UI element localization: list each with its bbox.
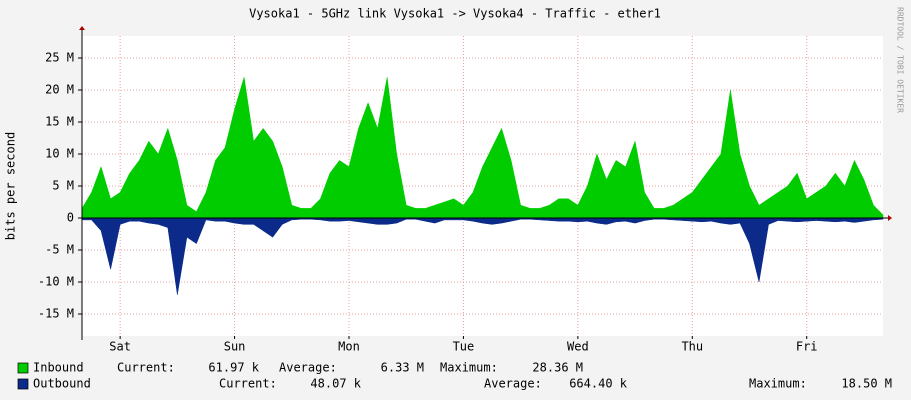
x-tick-label: Tue (453, 340, 475, 354)
y-tick-label: 10 M (45, 147, 74, 161)
axes: -15 M -10 M -5 M 0 5 M 10 M 15 M 20 M 25 M Sat Sun… (38, 26, 892, 354)
legend-stat-value: 6.33 M (381, 361, 424, 375)
legend-label: Outbound (33, 377, 91, 391)
y-tick-label: -5 M (45, 242, 74, 256)
y-tick-label: -15 M (38, 306, 74, 320)
y-axis-label: bits per second (4, 132, 18, 240)
marks (81, 77, 884, 295)
legend: Inbound Current: 61.97 k Average: 6.33 M Maxi… (17, 361, 892, 391)
legend-stat-value: 18.50 M (841, 377, 892, 391)
y-tick-label: -10 M (38, 274, 74, 288)
legend-swatch (17, 362, 29, 374)
y-tick-label: 5 M (52, 179, 74, 193)
legend-stat-label: Current: (117, 361, 175, 375)
legend-stat-value: 48.07 k (310, 377, 361, 391)
legend-stat-label: Average: (484, 377, 542, 391)
legend-stat-label: Maximum: (440, 361, 498, 375)
y-tick-label: 15 M (45, 115, 74, 129)
grid (82, 36, 883, 336)
x-arrow (888, 215, 892, 221)
watermark: RRDTOOL / TOBI OETIKER (896, 7, 905, 113)
chart-title: Vysoka1 - 5GHz link Vysoka1 -> Vysoka4 -… (249, 7, 661, 21)
x-tick-label: Sun (224, 340, 246, 354)
legend-stat-value: 664.40 k (569, 377, 628, 391)
x-tick-label: Thu (681, 340, 703, 354)
y-tick-label: 20 M (45, 83, 74, 97)
area (81, 77, 884, 219)
y-arrow (79, 26, 85, 30)
area (81, 217, 884, 295)
legend-stat-value: 61.97 k (208, 361, 259, 375)
legend-stat-label: Average: (279, 361, 337, 375)
x-tick-label: Fri (796, 340, 818, 354)
y-tick-label: 25 M (45, 51, 74, 65)
legend-stat-label: Current: (219, 377, 277, 391)
x-tick-label: Sat (109, 340, 131, 354)
y-tick-label: 0 (67, 210, 74, 224)
legend-label: Inbound (33, 361, 84, 375)
x-tick-label: Mon (338, 340, 360, 354)
legend-stat-value: 28.36 M (532, 361, 583, 375)
x-tick-label: Wed (567, 340, 589, 354)
legend-swatch (17, 378, 29, 390)
legend-stat-label: Maximum: (749, 377, 807, 391)
